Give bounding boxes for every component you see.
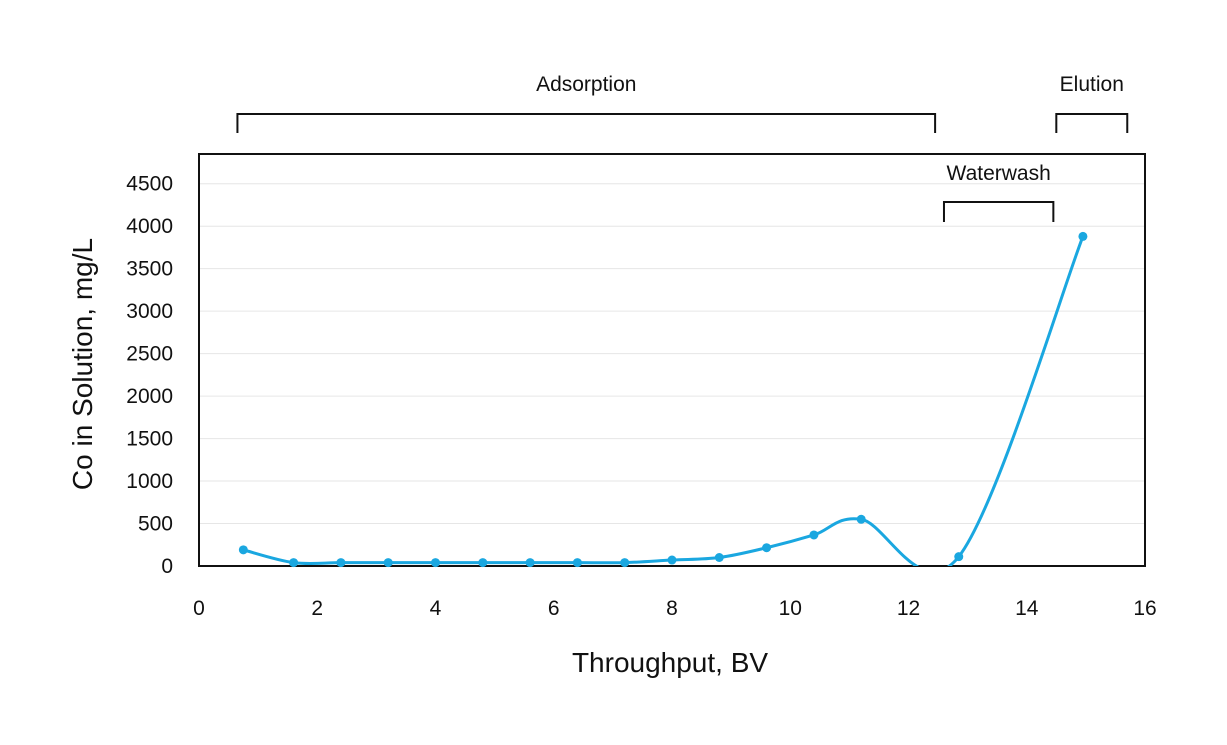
data-point [431,558,440,568]
y-tick-label: 3000 [126,300,173,323]
data-point [238,545,248,555]
x-tick-label: 16 [1133,597,1156,620]
data-point [667,555,677,565]
phase-brackets: Adsorption Waterwash Elution [236,73,1129,222]
phase-label-adsorption: Adsorption [536,73,636,96]
phase-bracket-elution [1055,113,1129,133]
y-axis-title: Co in Solution, mg/L [67,238,98,490]
x-tick-label: 2 [311,597,323,620]
series-group [238,231,1088,568]
phase-label-waterwash: Waterwash [947,162,1051,185]
x-tick-label: 12 [897,597,920,620]
y-tick-label: 2000 [126,385,173,408]
x-tick-label: 8 [666,597,678,620]
phase-bracket-adsorption [236,113,937,133]
y-tick-label: 4000 [126,215,173,238]
data-point [572,558,582,568]
data-point [289,558,299,568]
data-point [856,514,866,524]
data-point [762,543,772,553]
phase-label-elution: Elution [1060,73,1124,96]
x-tick-label: 6 [548,597,560,620]
plot-area-frame [198,153,1146,567]
data-point [714,553,724,563]
y-tick-label: 4500 [126,173,173,196]
y-tick-label: 3500 [126,258,173,281]
y-tick-label: 0 [161,555,173,578]
data-point [954,552,964,562]
y-tick-label: 1000 [126,470,173,493]
x-tick-label: 0 [193,597,205,620]
data-point [336,558,346,568]
x-axis-title: Throughput, BV [572,647,768,678]
y-tick-label: 2500 [126,343,173,366]
y-axis-tick-labels: 0 500 1000 1500 2000 2500 3000 3500 4000 4500 [126,173,173,578]
x-tick-label: 10 [779,597,802,620]
series-line [242,235,1085,566]
y-tick-label: 500 [138,513,173,536]
data-point [809,530,819,540]
data-point [1078,231,1088,241]
gridlines [199,183,1145,525]
data-point [478,558,488,568]
data-point [383,558,393,568]
data-point [620,558,630,568]
x-tick-label: 14 [1015,597,1039,620]
x-tick-label: 4 [430,597,442,620]
data-point [525,558,535,568]
y-tick-label: 1500 [126,428,173,451]
phase-bracket-waterwash [942,201,1055,222]
x-axis-tick-labels: 0 2 4 6 8 10 12 14 16 [193,597,1157,620]
